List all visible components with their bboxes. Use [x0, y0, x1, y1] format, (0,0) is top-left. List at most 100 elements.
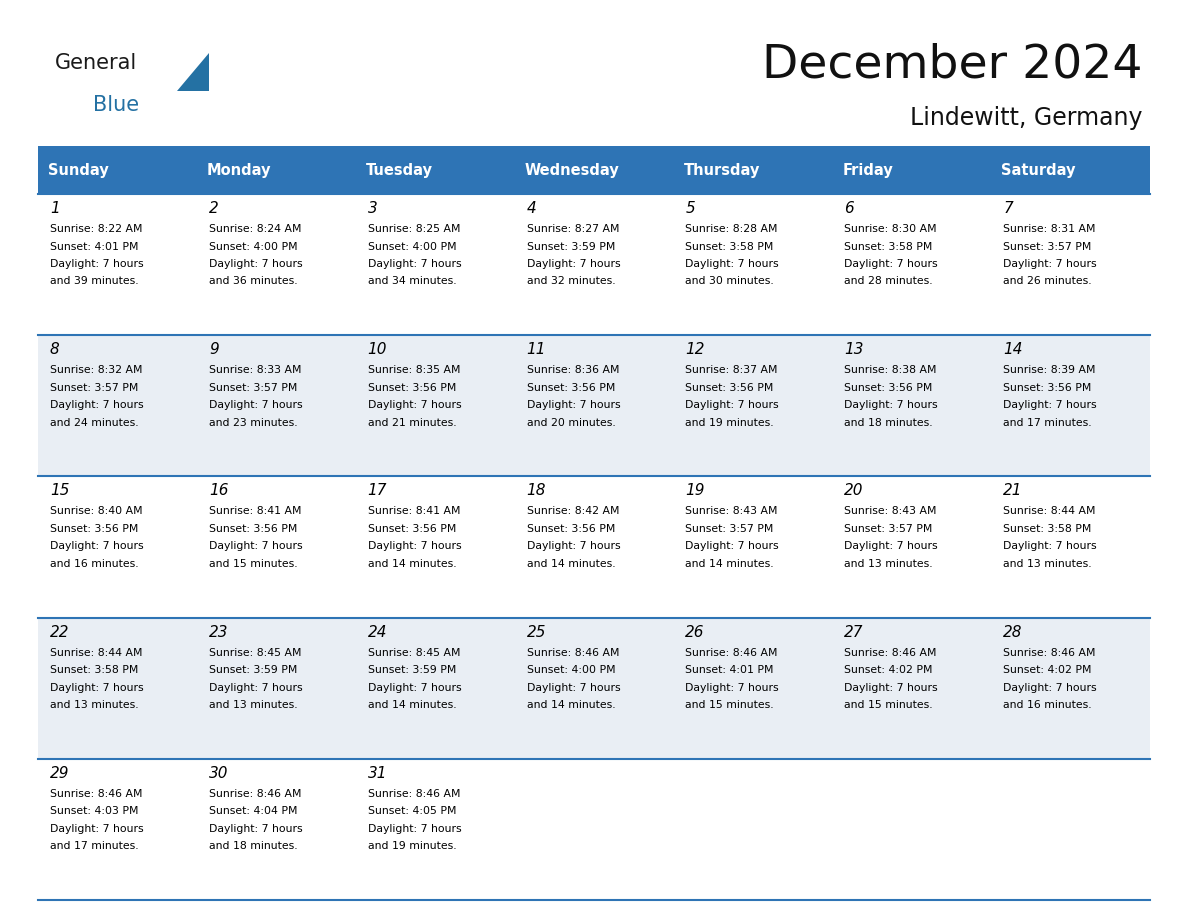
- Text: 17: 17: [368, 484, 387, 498]
- Text: Sunrise: 8:43 AM: Sunrise: 8:43 AM: [685, 507, 778, 517]
- Bar: [38, 476, 1150, 618]
- Text: 12: 12: [685, 342, 704, 357]
- Text: Daylight: 7 hours: Daylight: 7 hours: [1003, 400, 1097, 410]
- Text: Daylight: 7 hours: Daylight: 7 hours: [1003, 259, 1097, 269]
- Text: Sunrise: 8:46 AM: Sunrise: 8:46 AM: [685, 647, 778, 657]
- Text: 28: 28: [1003, 624, 1023, 640]
- Text: Saturday: Saturday: [1001, 162, 1075, 177]
- Text: Daylight: 7 hours: Daylight: 7 hours: [209, 683, 303, 692]
- Text: and 20 minutes.: and 20 minutes.: [526, 418, 615, 428]
- Text: Sunrise: 8:35 AM: Sunrise: 8:35 AM: [368, 365, 460, 375]
- Text: Sunset: 4:01 PM: Sunset: 4:01 PM: [685, 666, 773, 675]
- Bar: [38, 146, 1150, 194]
- Text: Sunset: 4:05 PM: Sunset: 4:05 PM: [368, 806, 456, 816]
- Text: and 13 minutes.: and 13 minutes.: [209, 700, 297, 711]
- Text: 4: 4: [526, 201, 536, 216]
- Text: Sunrise: 8:42 AM: Sunrise: 8:42 AM: [526, 507, 619, 517]
- Text: 10: 10: [368, 342, 387, 357]
- Text: 18: 18: [526, 484, 546, 498]
- Text: 2: 2: [209, 201, 219, 216]
- Text: Sunset: 3:58 PM: Sunset: 3:58 PM: [50, 666, 138, 675]
- Polygon shape: [177, 53, 209, 91]
- Text: Sunset: 4:00 PM: Sunset: 4:00 PM: [526, 666, 615, 675]
- Text: Sunrise: 8:39 AM: Sunrise: 8:39 AM: [1003, 365, 1095, 375]
- Text: Thursday: Thursday: [683, 162, 760, 177]
- Text: and 19 minutes.: and 19 minutes.: [685, 418, 775, 428]
- Text: Sunrise: 8:25 AM: Sunrise: 8:25 AM: [368, 224, 460, 234]
- Text: Sunrise: 8:43 AM: Sunrise: 8:43 AM: [845, 507, 937, 517]
- Text: and 26 minutes.: and 26 minutes.: [1003, 276, 1092, 286]
- Text: Daylight: 7 hours: Daylight: 7 hours: [1003, 542, 1097, 552]
- Text: Sunset: 4:01 PM: Sunset: 4:01 PM: [50, 241, 139, 252]
- Text: and 16 minutes.: and 16 minutes.: [50, 559, 139, 569]
- Text: 26: 26: [685, 624, 704, 640]
- Text: and 28 minutes.: and 28 minutes.: [845, 276, 933, 286]
- Text: Sunset: 3:59 PM: Sunset: 3:59 PM: [526, 241, 615, 252]
- Text: Daylight: 7 hours: Daylight: 7 hours: [845, 259, 937, 269]
- Text: 11: 11: [526, 342, 546, 357]
- Text: Daylight: 7 hours: Daylight: 7 hours: [1003, 683, 1097, 692]
- Bar: [38, 759, 1150, 900]
- Text: Daylight: 7 hours: Daylight: 7 hours: [845, 542, 937, 552]
- Text: Sunset: 4:02 PM: Sunset: 4:02 PM: [1003, 666, 1092, 675]
- Bar: [38, 335, 1150, 476]
- Text: Sunset: 3:56 PM: Sunset: 3:56 PM: [526, 524, 615, 534]
- Text: Sunday: Sunday: [48, 162, 109, 177]
- Text: Sunrise: 8:46 AM: Sunrise: 8:46 AM: [209, 789, 302, 799]
- Text: Daylight: 7 hours: Daylight: 7 hours: [209, 400, 303, 410]
- Text: Daylight: 7 hours: Daylight: 7 hours: [50, 259, 144, 269]
- Text: Sunset: 3:59 PM: Sunset: 3:59 PM: [368, 666, 456, 675]
- Text: Sunset: 3:56 PM: Sunset: 3:56 PM: [1003, 383, 1092, 393]
- Text: Sunset: 3:56 PM: Sunset: 3:56 PM: [685, 383, 773, 393]
- Text: Sunset: 4:02 PM: Sunset: 4:02 PM: [845, 666, 933, 675]
- Text: 20: 20: [845, 484, 864, 498]
- Text: Sunrise: 8:40 AM: Sunrise: 8:40 AM: [50, 507, 143, 517]
- Text: and 32 minutes.: and 32 minutes.: [526, 276, 615, 286]
- Text: and 17 minutes.: and 17 minutes.: [1003, 418, 1092, 428]
- Text: Sunrise: 8:41 AM: Sunrise: 8:41 AM: [368, 507, 460, 517]
- Text: Sunrise: 8:33 AM: Sunrise: 8:33 AM: [209, 365, 302, 375]
- Text: Sunrise: 8:44 AM: Sunrise: 8:44 AM: [50, 647, 143, 657]
- Text: Sunrise: 8:37 AM: Sunrise: 8:37 AM: [685, 365, 778, 375]
- Text: and 13 minutes.: and 13 minutes.: [50, 700, 139, 711]
- Text: 13: 13: [845, 342, 864, 357]
- Text: Sunset: 3:57 PM: Sunset: 3:57 PM: [845, 524, 933, 534]
- Text: and 14 minutes.: and 14 minutes.: [526, 559, 615, 569]
- Text: 23: 23: [209, 624, 228, 640]
- Text: Daylight: 7 hours: Daylight: 7 hours: [368, 683, 461, 692]
- Text: 7: 7: [1003, 201, 1013, 216]
- Text: Sunset: 4:04 PM: Sunset: 4:04 PM: [209, 806, 297, 816]
- Text: Daylight: 7 hours: Daylight: 7 hours: [368, 823, 461, 834]
- Text: Sunset: 4:00 PM: Sunset: 4:00 PM: [209, 241, 297, 252]
- Text: Sunrise: 8:45 AM: Sunrise: 8:45 AM: [368, 647, 460, 657]
- Text: Sunset: 3:56 PM: Sunset: 3:56 PM: [209, 524, 297, 534]
- Text: Wednesday: Wednesday: [525, 162, 619, 177]
- Text: Sunrise: 8:45 AM: Sunrise: 8:45 AM: [209, 647, 302, 657]
- Text: Sunrise: 8:24 AM: Sunrise: 8:24 AM: [209, 224, 302, 234]
- Text: and 18 minutes.: and 18 minutes.: [845, 418, 933, 428]
- Text: 25: 25: [526, 624, 546, 640]
- Text: Daylight: 7 hours: Daylight: 7 hours: [50, 823, 144, 834]
- Text: and 18 minutes.: and 18 minutes.: [209, 841, 297, 851]
- Text: Sunset: 3:57 PM: Sunset: 3:57 PM: [209, 383, 297, 393]
- Text: Sunrise: 8:28 AM: Sunrise: 8:28 AM: [685, 224, 778, 234]
- Text: 15: 15: [50, 484, 70, 498]
- Text: and 14 minutes.: and 14 minutes.: [526, 700, 615, 711]
- Text: Sunrise: 8:38 AM: Sunrise: 8:38 AM: [845, 365, 937, 375]
- Text: Daylight: 7 hours: Daylight: 7 hours: [50, 542, 144, 552]
- Text: 1: 1: [50, 201, 59, 216]
- Text: 9: 9: [209, 342, 219, 357]
- Text: Sunrise: 8:41 AM: Sunrise: 8:41 AM: [209, 507, 302, 517]
- Text: Monday: Monday: [207, 162, 271, 177]
- Text: and 21 minutes.: and 21 minutes.: [368, 418, 456, 428]
- Text: Daylight: 7 hours: Daylight: 7 hours: [526, 259, 620, 269]
- Bar: [38, 194, 1150, 335]
- Text: and 39 minutes.: and 39 minutes.: [50, 276, 139, 286]
- Text: and 36 minutes.: and 36 minutes.: [209, 276, 297, 286]
- Text: and 16 minutes.: and 16 minutes.: [1003, 700, 1092, 711]
- Text: and 14 minutes.: and 14 minutes.: [368, 700, 456, 711]
- Text: and 19 minutes.: and 19 minutes.: [368, 841, 456, 851]
- Text: Sunrise: 8:36 AM: Sunrise: 8:36 AM: [526, 365, 619, 375]
- Text: Sunset: 3:56 PM: Sunset: 3:56 PM: [368, 383, 456, 393]
- Text: Sunset: 3:57 PM: Sunset: 3:57 PM: [1003, 241, 1092, 252]
